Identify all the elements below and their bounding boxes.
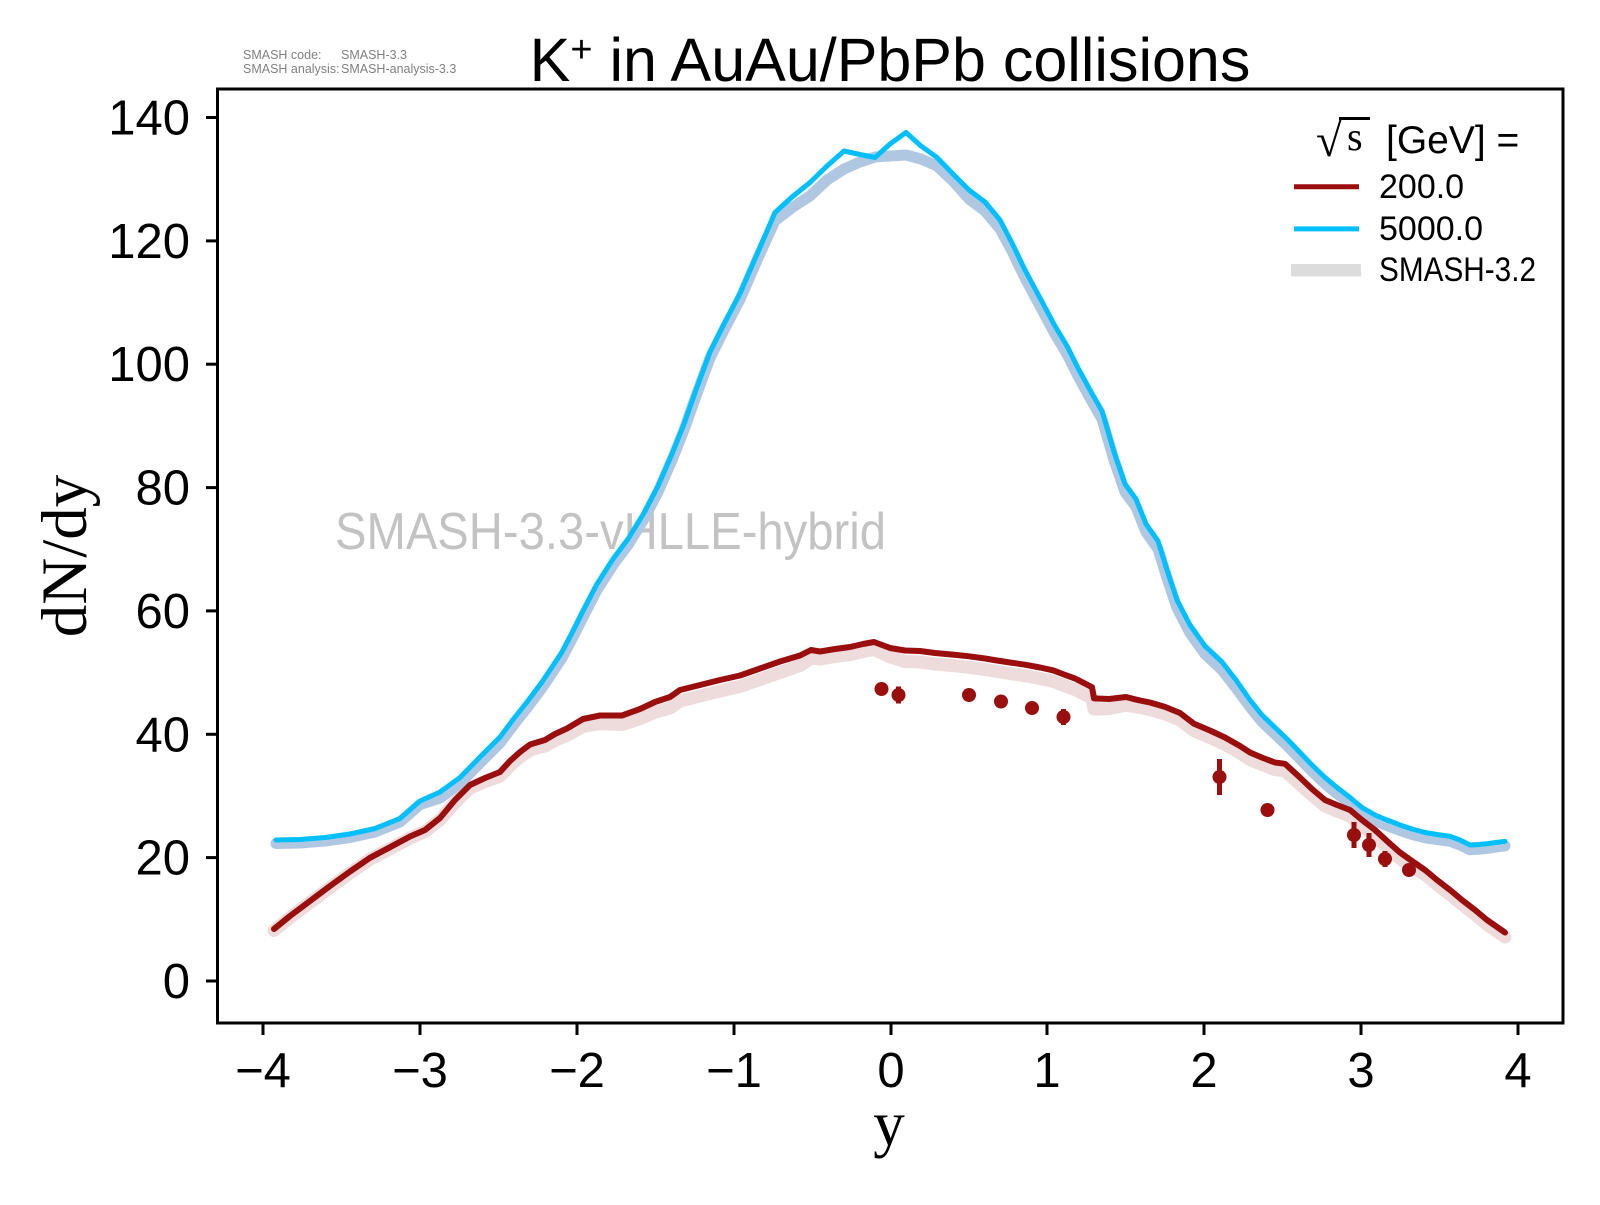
svg-text:SMASH analysis:: SMASH analysis:: [243, 62, 340, 76]
svg-text:3: 3: [1347, 1044, 1374, 1098]
svg-text:140: 140: [108, 92, 190, 146]
svg-text:2: 2: [1190, 1044, 1217, 1098]
svg-text:−2: −2: [549, 1044, 605, 1098]
svg-text:[GeV] =: [GeV] =: [1386, 119, 1519, 162]
svg-text:y: y: [873, 1089, 905, 1159]
svg-text:−3: −3: [392, 1044, 448, 1098]
svg-text:60: 60: [135, 585, 190, 639]
svg-text:0: 0: [163, 955, 190, 1009]
svg-text:4: 4: [1504, 1044, 1531, 1098]
svg-text:s: s: [1347, 114, 1363, 159]
svg-text:0: 0: [877, 1044, 904, 1098]
svg-text:5000.0: 5000.0: [1379, 210, 1483, 248]
svg-text:80: 80: [135, 462, 190, 516]
svg-text:120: 120: [108, 215, 190, 269]
svg-text:1: 1: [1033, 1044, 1060, 1098]
svg-text:K+ in AuAu/PbPb collisions: K+ in AuAu/PbPb collisions: [530, 26, 1251, 94]
svg-text:SMASH-3.3: SMASH-3.3: [341, 48, 407, 62]
svg-text:20: 20: [135, 832, 190, 886]
svg-text:dN/dy: dN/dy: [29, 474, 101, 637]
svg-text:√: √: [1316, 115, 1342, 167]
svg-text:SMASH code:: SMASH code:: [243, 48, 322, 62]
svg-text:−1: −1: [706, 1044, 762, 1098]
svg-text:−4: −4: [235, 1044, 291, 1098]
svg-text:100: 100: [108, 338, 190, 392]
svg-text:SMASH-3.2: SMASH-3.2: [1379, 251, 1536, 289]
svg-text:SMASH-analysis-3.3: SMASH-analysis-3.3: [341, 62, 456, 76]
svg-text:40: 40: [135, 708, 190, 762]
svg-text:SMASH-3.3-vHLLE-hybrid: SMASH-3.3-vHLLE-hybrid: [335, 503, 886, 561]
svg-text:200.0: 200.0: [1379, 168, 1464, 206]
